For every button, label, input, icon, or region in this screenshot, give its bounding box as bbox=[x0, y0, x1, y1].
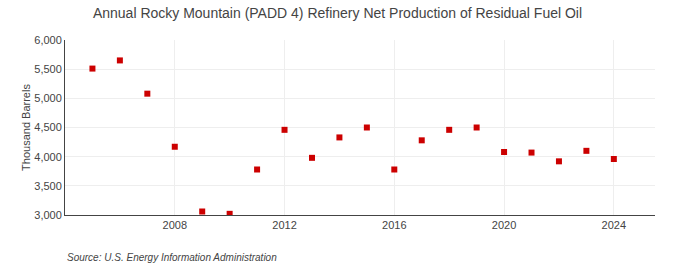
svg-text:6,000: 6,000 bbox=[34, 34, 62, 46]
svg-text:4,500: 4,500 bbox=[34, 121, 62, 133]
svg-text:5,000: 5,000 bbox=[34, 92, 62, 104]
svg-text:2020: 2020 bbox=[492, 219, 516, 231]
svg-text:Annual Rocky Mountain (PADD 4): Annual Rocky Mountain (PADD 4) Refinery … bbox=[93, 5, 582, 21]
svg-text:2008: 2008 bbox=[163, 219, 187, 231]
svg-text:2016: 2016 bbox=[382, 219, 406, 231]
svg-text:3,000: 3,000 bbox=[34, 209, 62, 221]
svg-text:3,500: 3,500 bbox=[34, 180, 62, 192]
svg-text:2012: 2012 bbox=[272, 219, 296, 231]
svg-text:Thousand Barrels: Thousand Barrels bbox=[20, 84, 32, 171]
svg-text:5,500: 5,500 bbox=[34, 63, 62, 75]
svg-text:4,000: 4,000 bbox=[34, 151, 62, 163]
svg-text:2024: 2024 bbox=[602, 219, 626, 231]
svg-text:Source: U.S. Energy Informatio: Source: U.S. Energy Information Administ… bbox=[67, 252, 277, 263]
